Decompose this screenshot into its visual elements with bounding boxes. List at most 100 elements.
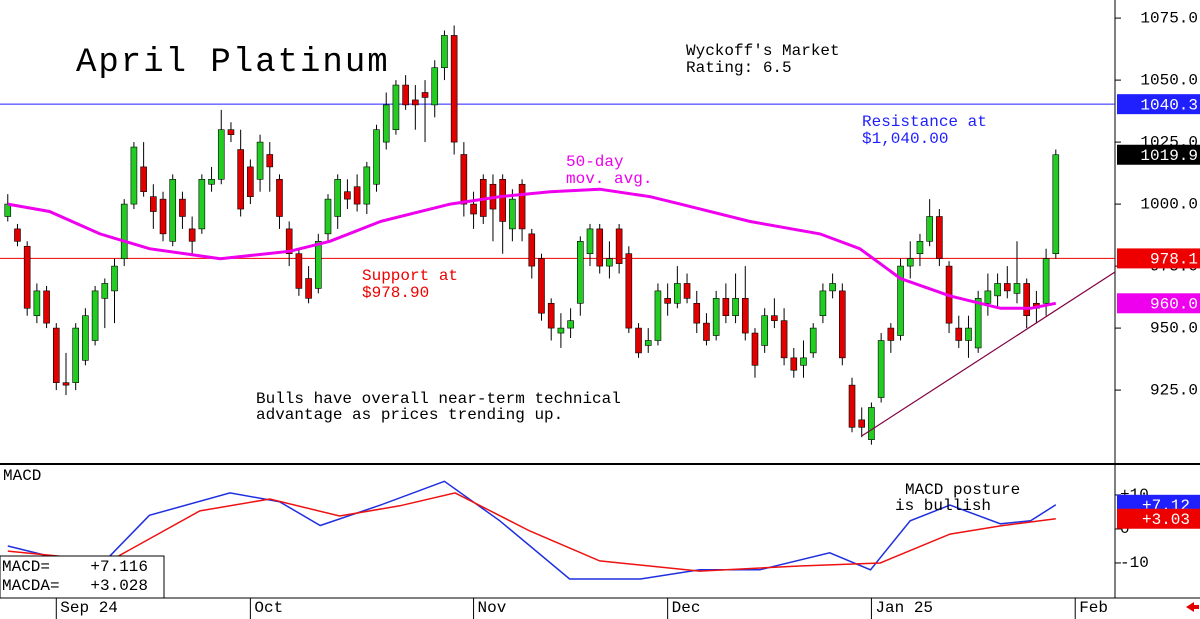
candle-body [130, 146, 138, 205]
macd-line [7, 492, 1056, 572]
x-tick-label: Dec [672, 599, 701, 617]
value-box [1117, 508, 1200, 529]
candle-body [625, 253, 633, 329]
arrow-icon [1186, 602, 1199, 612]
candle-body [334, 178, 342, 217]
candle-body [198, 178, 206, 230]
candle-body [664, 298, 671, 304]
candle-body [567, 320, 574, 329]
candle-body [644, 340, 652, 346]
candle-body [790, 357, 798, 371]
legend-value: +3.028 [90, 577, 148, 595]
candle-body [499, 178, 506, 222]
candle-body [547, 302, 555, 329]
candle-body [712, 298, 720, 336]
candle-body [926, 216, 933, 242]
candle-body [1052, 154, 1060, 254]
value-box-label: 960.0 [1150, 296, 1198, 314]
legend-box [0, 555, 165, 599]
candle-body [179, 198, 186, 217]
candle-body [518, 183, 526, 230]
candle-body [829, 283, 836, 292]
candle-body [256, 141, 264, 180]
candle-body [314, 240, 322, 289]
y-tick-label: 925.0 [1150, 381, 1198, 399]
candle-body [305, 278, 312, 299]
candle-body [82, 315, 89, 361]
legend-label: MACD= [2, 558, 50, 576]
candle-body [538, 258, 545, 314]
candle-body [295, 253, 303, 289]
candle-body [101, 283, 109, 299]
candle-body [955, 327, 963, 341]
candle-body [916, 240, 924, 254]
candle-body [858, 419, 866, 428]
candle-body [402, 84, 409, 106]
candle-body [91, 290, 99, 341]
x-tick-label: Sep 24 [60, 599, 118, 617]
value-box-label: 978.1 [1150, 251, 1198, 269]
candle-body [887, 327, 895, 341]
value-box-label: +3.03 [1142, 511, 1190, 529]
panel-title: MACD [3, 467, 41, 485]
candle-body [412, 99, 419, 106]
candle-body [470, 203, 477, 215]
candle-body [780, 320, 788, 359]
candle-body [373, 129, 380, 185]
candle-body [984, 290, 992, 304]
candle-body [965, 327, 972, 341]
candle-body [1023, 283, 1030, 316]
annotation: Wyckoff's Market [686, 42, 840, 60]
candle-body [159, 198, 167, 235]
candle-body [635, 327, 642, 354]
candle-body [577, 240, 584, 304]
candle-body [382, 104, 390, 143]
value-box-label: 1019.9 [1140, 147, 1198, 165]
candle-body [392, 84, 400, 130]
candle-body [654, 290, 662, 341]
candle-body [897, 265, 904, 336]
annotation: Resistance at [862, 113, 987, 131]
candle-body [363, 166, 371, 205]
candle-body [741, 298, 749, 334]
candle-body [1003, 283, 1011, 292]
candle-body [761, 315, 768, 346]
candle-body [217, 129, 225, 180]
candle-body [819, 290, 827, 316]
candle-body [1042, 258, 1050, 304]
y-tick-label: 950.0 [1150, 319, 1198, 337]
y2-tick-label: 0 [1120, 520, 1130, 538]
x-tick-label: Oct [254, 599, 283, 617]
candle-body [441, 35, 448, 69]
candle-body [771, 315, 778, 321]
candle-body [615, 228, 623, 264]
candle-body [596, 228, 604, 267]
candle-body [43, 290, 50, 324]
trendline [861, 271, 1116, 437]
candle-body [674, 283, 681, 304]
candle-body [62, 382, 70, 386]
candle-body [809, 327, 817, 354]
candle-body [421, 92, 429, 98]
chart-title: April Platinum [76, 44, 390, 82]
legend-label: MACDA= [2, 577, 60, 595]
candle-body [208, 178, 215, 185]
y-tick-label: 1050.0 [1140, 71, 1198, 89]
candle-body [732, 298, 739, 316]
annotation: MACD posture [905, 481, 1020, 499]
x-tick-label: Jan 25 [875, 599, 933, 617]
value-box [1117, 94, 1200, 115]
candle-body [586, 228, 594, 254]
candle-body [14, 228, 21, 242]
candle-body [72, 327, 79, 383]
annotation: is bullish [895, 497, 991, 515]
candle-body [703, 322, 710, 341]
candle-body [33, 290, 41, 316]
candle-body [936, 216, 943, 259]
candle-body [227, 129, 235, 135]
candle-body [150, 196, 157, 212]
candle-body [266, 154, 274, 168]
